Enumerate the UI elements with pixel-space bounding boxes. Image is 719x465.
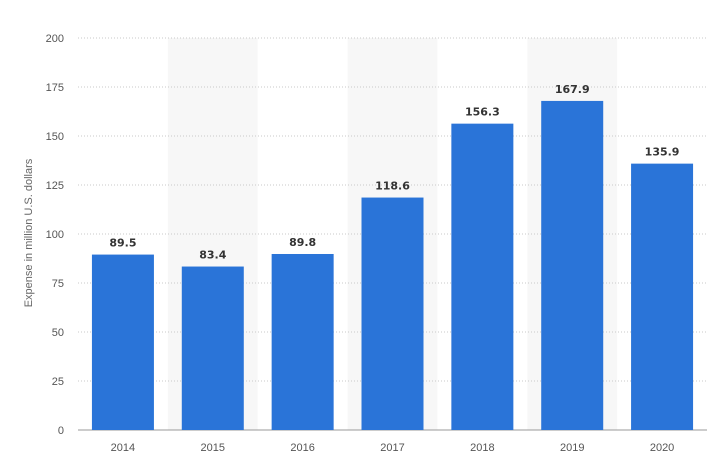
x-axis-ticks: 2014 2015 2016 2017 2018 2019 2020: [111, 442, 675, 454]
y-tick-label: 25: [52, 376, 64, 388]
data-labels: 89.5 83.4 89.8 118.6 156.3 167.9 135.9: [109, 83, 679, 262]
data-label-2015: 83.4: [199, 249, 226, 262]
y-tick-label: 175: [46, 82, 64, 94]
x-tick-label: 2016: [290, 442, 314, 454]
data-label-2014: 89.5: [109, 237, 136, 250]
data-label-2017: 118.6: [375, 180, 410, 193]
y-axis-label: Expense in million U.S. dollars: [23, 158, 35, 307]
bars: [91, 100, 694, 431]
data-label-2020: 135.9: [645, 146, 680, 159]
data-label-2018: 156.3: [465, 106, 500, 119]
x-tick-label: 2014: [111, 442, 135, 454]
bar-2018[interactable]: [451, 123, 514, 430]
bar-2017[interactable]: [361, 197, 424, 430]
y-tick-label: 150: [46, 131, 64, 143]
x-tick-label: 2015: [201, 442, 225, 454]
x-tick-label: 2017: [380, 442, 404, 454]
bar-2015[interactable]: [181, 266, 244, 430]
data-label-2016: 89.8: [289, 236, 316, 249]
y-tick-label: 0: [58, 425, 64, 437]
x-tick-label: 2020: [650, 442, 674, 454]
bar-2016[interactable]: [271, 253, 334, 430]
y-tick-label: 100: [46, 229, 64, 241]
y-axis-ticks: 0 25 50 75 100 125 150 175 200: [46, 33, 64, 437]
bar-2019[interactable]: [541, 100, 604, 430]
y-tick-label: 50: [52, 327, 64, 339]
y-tick-label: 125: [46, 180, 64, 192]
data-label-2019: 167.9: [555, 83, 590, 96]
y-tick-label: 75: [52, 278, 64, 290]
bar-2020[interactable]: [631, 163, 694, 431]
bar-2014[interactable]: [91, 254, 154, 430]
x-tick-label: 2019: [560, 442, 584, 454]
x-tick-label: 2018: [470, 442, 494, 454]
y-tick-label: 200: [46, 33, 64, 45]
